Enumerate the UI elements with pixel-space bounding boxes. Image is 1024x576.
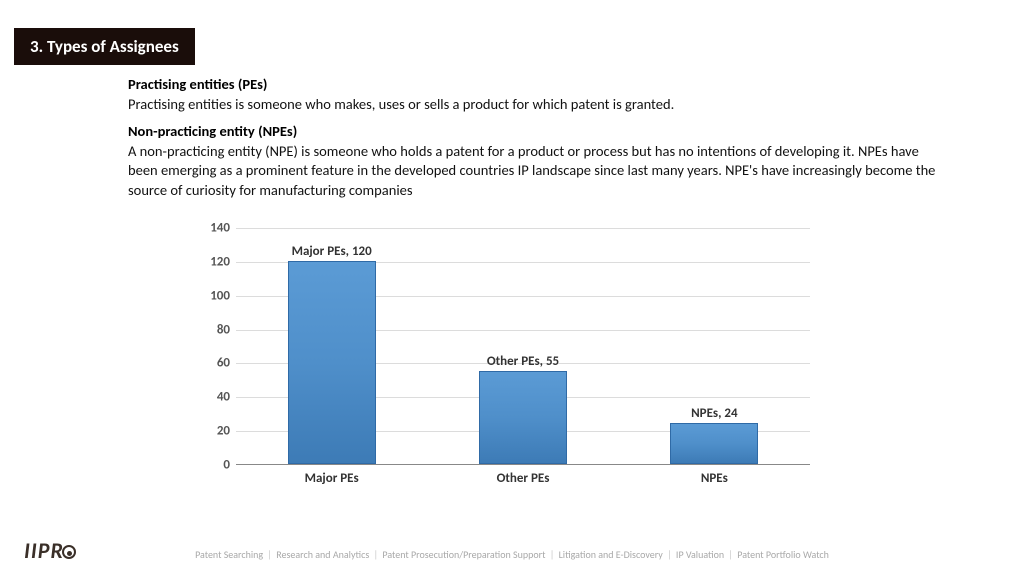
assignee-type-chart: 020406080100120140 Major PEsOther PEsNPE… — [190, 228, 810, 493]
chart-gridline — [236, 228, 810, 229]
chart-xtick: Other PEs — [497, 471, 550, 486]
chart-ytick: 0 — [190, 458, 230, 473]
chart-ytick: 100 — [190, 288, 230, 303]
chart-ytick: 80 — [190, 322, 230, 337]
section-title: 3. Types of Assignees — [14, 28, 195, 65]
footer-item: Patent Prosecution/Preparation Support — [380, 548, 548, 561]
chart-bar — [288, 261, 376, 464]
footer-item: Patent Searching — [195, 548, 265, 561]
footer-separator: | — [728, 548, 733, 561]
footer-separator: | — [374, 548, 379, 561]
chart-bar — [479, 371, 567, 464]
chart-plot-area — [236, 228, 810, 465]
text-block: Practising entities (PEs)Practising enti… — [128, 75, 948, 114]
chart-bar — [670, 423, 758, 464]
chart-data-label: NPEs, 24 — [691, 406, 737, 421]
chart-data-label: Major PEs, 120 — [292, 244, 372, 259]
text-heading: Practising entities (PEs) — [128, 75, 948, 95]
text-block: Non-practicing entity (NPEs)A non-practi… — [128, 122, 948, 200]
chart-ytick: 60 — [190, 356, 230, 371]
footer-item: Research and Analytics — [274, 548, 371, 561]
footer-item: Litigation and E-Discovery — [556, 548, 665, 561]
chart-data-label: Other PEs, 55 — [487, 354, 559, 369]
text-body: Practising entities is someone who makes… — [128, 95, 948, 115]
chart-ytick: 120 — [190, 254, 230, 269]
text-heading: Non-practicing entity (NPEs) — [128, 122, 948, 142]
text-body: A non-practicing entity (NPE) is someone… — [128, 142, 948, 201]
chart-xtick: Major PEs — [305, 471, 359, 486]
chart-ytick: 20 — [190, 424, 230, 439]
chart-ytick: 140 — [190, 221, 230, 236]
footer-separator: | — [550, 548, 555, 561]
footer-item: IP Valuation — [674, 548, 727, 561]
body-text: Practising entities (PEs)Practising enti… — [128, 75, 948, 200]
footer-separator: | — [267, 548, 272, 561]
chart-xtick: NPEs — [701, 471, 728, 486]
chart-ytick: 40 — [190, 390, 230, 405]
footer-services: Patent Searching | Research and Analytic… — [0, 548, 1024, 561]
footer-item: Patent Portfolio Watch — [735, 548, 829, 561]
footer-separator: | — [667, 548, 672, 561]
